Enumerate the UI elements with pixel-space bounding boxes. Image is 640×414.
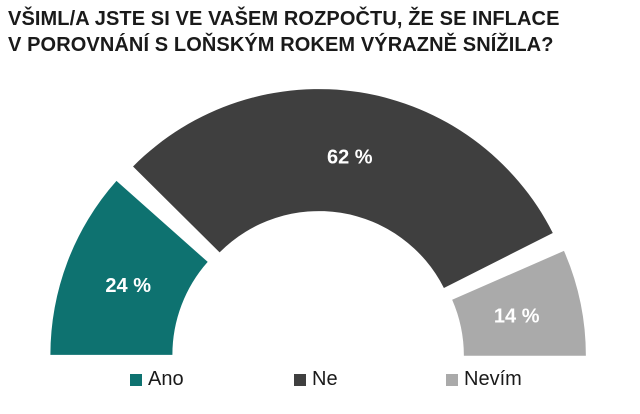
slice-label-ne: 62 % — [327, 146, 373, 168]
slice-label-nev-m: 14 % — [494, 305, 540, 327]
slice-ne — [133, 89, 553, 288]
legend-item-nevim: Nevím — [446, 368, 522, 391]
chart-title-line-2: V POROVNÁNÍ S LOŇSKÝM ROKEM VÝRAZNĚ SNÍŽ… — [8, 34, 554, 56]
legend-item-ano: Ano — [130, 368, 184, 391]
chart-title: VŠIML/A JSTE SI VE VAŠEM ROZPOČTU, ŽE SE… — [8, 6, 632, 58]
legend-label-ano: Ano — [148, 368, 184, 390]
legend-label-ne: Ne — [312, 368, 338, 390]
legend-swatch-ano — [130, 373, 142, 386]
legend-swatch-nevim — [446, 373, 458, 386]
slice-ano — [50, 180, 208, 355]
legend-swatch-ne — [294, 373, 306, 386]
slice-nev-m — [452, 250, 586, 356]
legend: Ano Ne Nevím — [0, 368, 640, 392]
chart-title-line-1: VŠIML/A JSTE SI VE VAŠEM ROZPOČTU, ŽE SE… — [8, 8, 560, 30]
legend-label-nevim: Nevím — [464, 368, 522, 390]
legend-item-ne: Ne — [294, 368, 338, 391]
slice-label-ano: 24 % — [105, 275, 151, 297]
